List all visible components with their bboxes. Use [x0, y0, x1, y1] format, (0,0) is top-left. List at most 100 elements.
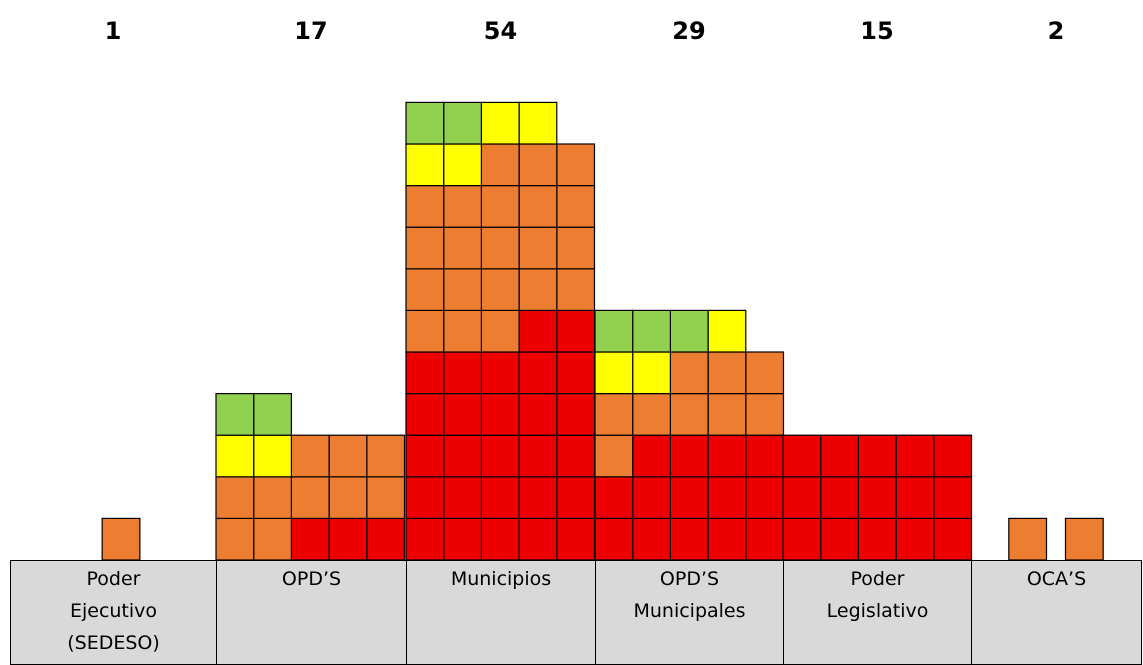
waffle-cell — [290, 476, 330, 519]
waffle-cell — [518, 393, 558, 436]
waffle-cell — [405, 393, 445, 436]
waffle-cell — [443, 143, 483, 187]
waffle-cell — [290, 434, 330, 478]
waffle-cell — [518, 351, 558, 395]
waffle-cell — [556, 517, 596, 561]
waffle-cell — [215, 517, 255, 561]
waffle-cell — [594, 393, 634, 436]
waffle-cell — [443, 185, 483, 228]
waffle-cell — [594, 351, 634, 395]
waffle-cell — [253, 517, 292, 561]
waffle-cell — [556, 143, 596, 187]
waffle-cell — [669, 476, 709, 519]
waffle-cell — [707, 309, 747, 353]
waffle-cell — [405, 268, 445, 311]
waffle-cell — [405, 143, 445, 187]
waffle-cell — [443, 351, 483, 395]
waffle-cell — [707, 351, 747, 395]
category-label: OPD’S — [216, 560, 407, 665]
waffle-cell — [594, 517, 634, 561]
waffle-cell — [366, 434, 406, 478]
waffle-cell — [480, 143, 520, 187]
group-total: 1 — [105, 17, 122, 45]
waffle-cell — [101, 517, 141, 561]
waffle-cell — [933, 434, 973, 478]
waffle-cell — [443, 309, 483, 353]
waffle-cell — [820, 517, 860, 561]
waffle-cell — [480, 309, 520, 353]
waffle-cell — [480, 393, 520, 436]
group-total: 15 — [860, 17, 893, 45]
waffle-cell — [405, 517, 445, 561]
waffle-cell — [518, 309, 558, 353]
waffle-cell — [707, 393, 747, 436]
waffle-cell — [480, 434, 520, 478]
waffle-cell — [253, 476, 292, 519]
waffle-cell — [669, 393, 709, 436]
waffle-cell — [480, 226, 520, 270]
waffle-cell — [405, 476, 445, 519]
waffle-cell — [594, 476, 634, 519]
waffle-cell — [556, 393, 596, 436]
waffle-cell — [632, 351, 672, 395]
waffle-cell — [556, 351, 596, 395]
waffle-cell — [480, 185, 520, 228]
waffle-cell — [707, 476, 747, 519]
waffle-cell — [556, 185, 596, 228]
waffle-cell — [215, 434, 255, 478]
waffle-cell — [745, 476, 785, 519]
category-label: OPD’S Municipales — [595, 560, 784, 665]
waffle-cell — [556, 226, 596, 270]
waffle-cell — [895, 517, 935, 561]
waffle-cell — [933, 476, 973, 519]
waffle-cell — [632, 476, 672, 519]
waffle-cell — [215, 476, 255, 519]
waffle-cell — [707, 517, 747, 561]
waffle-cell — [518, 101, 558, 145]
waffle-cell — [253, 393, 292, 436]
waffle-cell — [556, 434, 596, 478]
waffle-cell — [632, 434, 672, 478]
category-label: Poder Ejecutivo (SEDESO) — [10, 560, 217, 665]
category-label: OCA’S — [971, 560, 1142, 665]
waffle-cell — [518, 517, 558, 561]
waffle-cell — [745, 434, 785, 478]
waffle-cell — [253, 434, 292, 478]
waffle-cell — [632, 393, 672, 436]
waffle-cell — [669, 434, 709, 478]
waffle-cell — [1008, 517, 1048, 561]
waffle-cell — [328, 476, 368, 519]
waffle-cell — [480, 268, 520, 311]
waffle-cell — [480, 476, 520, 519]
waffle-cell — [215, 393, 255, 436]
waffle-cell — [857, 517, 897, 561]
group-total: 2 — [1048, 17, 1065, 45]
waffle-cell — [669, 351, 709, 395]
waffle-cell — [594, 309, 634, 353]
waffle-cell — [556, 268, 596, 311]
waffle-cell — [405, 101, 445, 145]
waffle-cell — [556, 309, 596, 353]
waffle-cell — [443, 268, 483, 311]
waffle-cell — [443, 517, 483, 561]
category-label: Poder Legislativo — [783, 560, 972, 665]
waffle-cell — [518, 226, 558, 270]
waffle-cell — [820, 476, 860, 519]
waffle-cell — [632, 309, 672, 353]
waffle-cell — [933, 517, 973, 561]
category-label: Municipios — [406, 560, 596, 665]
waffle-cell — [820, 434, 860, 478]
waffle-cell — [443, 434, 483, 478]
waffle-cell — [707, 434, 747, 478]
waffle-cell — [405, 185, 445, 228]
waffle-cell — [366, 517, 406, 561]
waffle-cell — [632, 517, 672, 561]
waffle-cell — [782, 517, 822, 561]
waffle-cell — [1064, 517, 1104, 561]
group-total: 29 — [672, 17, 705, 45]
waffle-cell — [518, 268, 558, 311]
waffle-cell — [366, 476, 406, 519]
waffle-cell — [895, 476, 935, 519]
waffle-cell — [480, 101, 520, 145]
